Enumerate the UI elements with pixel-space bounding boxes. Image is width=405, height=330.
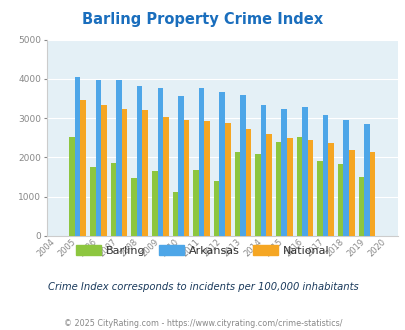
Bar: [172, 192, 178, 236]
Bar: [116, 81, 121, 236]
Bar: [178, 96, 183, 236]
Bar: [286, 138, 292, 236]
Bar: [328, 143, 333, 236]
Bar: [322, 115, 328, 236]
Bar: [183, 120, 189, 236]
Bar: [369, 152, 374, 236]
Bar: [245, 129, 251, 236]
Bar: [234, 152, 240, 236]
Bar: [316, 161, 322, 236]
Bar: [101, 105, 107, 236]
Bar: [198, 88, 204, 236]
Text: © 2025 CityRating.com - https://www.cityrating.com/crime-statistics/: © 2025 CityRating.com - https://www.city…: [64, 319, 341, 328]
Bar: [266, 134, 271, 236]
Bar: [69, 137, 75, 236]
Bar: [95, 81, 101, 236]
Bar: [122, 109, 127, 236]
Text: Crime Index corresponds to incidents per 100,000 inhabitants: Crime Index corresponds to incidents per…: [47, 282, 358, 292]
Bar: [307, 140, 313, 236]
Bar: [193, 170, 198, 236]
Bar: [348, 149, 354, 236]
Bar: [142, 110, 148, 236]
Bar: [358, 177, 363, 236]
Bar: [219, 92, 224, 236]
Bar: [260, 105, 266, 236]
Bar: [296, 137, 301, 236]
Bar: [343, 120, 348, 236]
Text: Barling Property Crime Index: Barling Property Crime Index: [82, 12, 323, 26]
Bar: [281, 109, 286, 236]
Bar: [224, 123, 230, 236]
Bar: [363, 124, 369, 236]
Bar: [301, 107, 307, 236]
Bar: [131, 178, 136, 236]
Bar: [151, 171, 157, 236]
Bar: [157, 88, 163, 236]
Bar: [213, 182, 219, 236]
Bar: [136, 85, 142, 236]
Bar: [90, 167, 95, 236]
Bar: [255, 154, 260, 236]
Bar: [75, 77, 80, 236]
Bar: [110, 163, 116, 236]
Legend: Barling, Arkansas, National: Barling, Arkansas, National: [72, 241, 333, 260]
Bar: [275, 142, 281, 236]
Bar: [80, 100, 86, 236]
Bar: [163, 116, 168, 236]
Bar: [337, 164, 343, 236]
Bar: [240, 95, 245, 236]
Bar: [204, 121, 209, 236]
